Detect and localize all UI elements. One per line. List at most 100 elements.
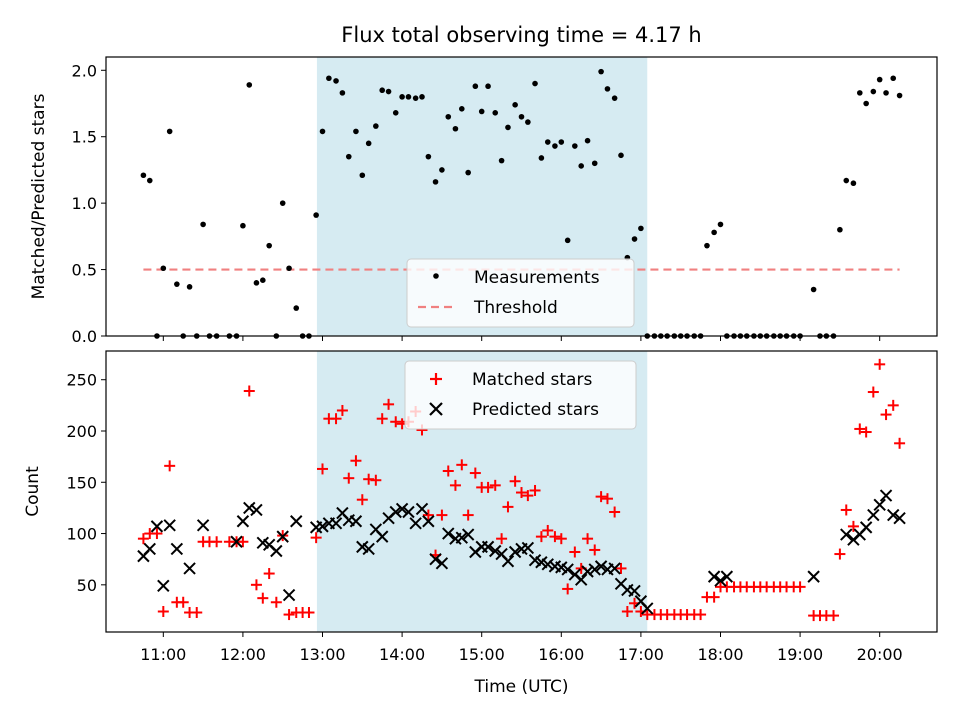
ylabel-ratio: Matched/Predicted stars bbox=[29, 93, 49, 299]
predicted-star-point bbox=[481, 540, 495, 554]
measurement-point bbox=[392, 110, 399, 116]
measurement-point bbox=[876, 76, 883, 83]
matched-star-point bbox=[283, 609, 295, 621]
measurement-point bbox=[279, 200, 286, 206]
matched-star-point bbox=[794, 581, 806, 593]
measurement-point bbox=[711, 229, 717, 236]
measurement-point bbox=[896, 92, 903, 99]
matched-star-point bbox=[383, 398, 395, 410]
y-tick-label: 250 bbox=[66, 371, 97, 390]
matched-star-point bbox=[257, 592, 269, 604]
measurement-point bbox=[544, 139, 551, 145]
measurement-point bbox=[843, 177, 850, 184]
measurement-point bbox=[564, 237, 571, 244]
measurement-point bbox=[810, 286, 817, 293]
matched-star-point bbox=[595, 491, 607, 503]
matched-star-point bbox=[828, 610, 840, 622]
legend-measurements: Measurements bbox=[474, 268, 600, 288]
measurement-point bbox=[140, 172, 147, 179]
predicted-star-point bbox=[282, 588, 296, 602]
predicted-star-point bbox=[395, 502, 409, 516]
measurement-point bbox=[345, 153, 352, 160]
y-tick-label: 50 bbox=[77, 576, 97, 595]
predicted-star-point bbox=[170, 542, 184, 556]
matched-star-point bbox=[535, 531, 547, 543]
predicted-star-point bbox=[422, 515, 435, 528]
matched-star-point bbox=[376, 413, 388, 425]
measurement-point bbox=[326, 75, 332, 82]
predicted-star-point bbox=[236, 515, 250, 528]
legend-bottom-frame bbox=[404, 360, 637, 430]
predicted-star-point bbox=[628, 584, 641, 598]
matched-star-point bbox=[582, 533, 594, 545]
legend-measurement-marker bbox=[433, 273, 439, 279]
measurement-point bbox=[240, 222, 246, 229]
matched-star-point bbox=[263, 568, 275, 580]
predicted-star-point bbox=[243, 501, 256, 515]
legend-top-frame bbox=[406, 258, 635, 328]
x-tick-label: 13:00 bbox=[299, 645, 345, 664]
measurement-point bbox=[452, 125, 459, 132]
matched-star-point bbox=[496, 533, 508, 545]
predicted-star-point bbox=[442, 527, 455, 540]
matched-star-point bbox=[137, 533, 149, 545]
predicted-star-point bbox=[879, 489, 893, 502]
predicted-star-point bbox=[608, 562, 621, 575]
measurement-point bbox=[432, 179, 439, 185]
matched-star-point bbox=[589, 544, 601, 556]
measurement-point bbox=[319, 128, 326, 135]
ylabel-count: Count bbox=[23, 466, 43, 517]
legend-predicted: Predicted stars bbox=[472, 400, 599, 420]
predicted-star-point bbox=[574, 573, 588, 586]
measurement-point bbox=[373, 123, 379, 129]
predicted-star-point bbox=[316, 520, 329, 533]
predicted-star-point bbox=[196, 519, 210, 532]
matched-star-point bbox=[509, 475, 521, 487]
predicted-star-point bbox=[183, 562, 196, 575]
measurement-point bbox=[459, 106, 465, 112]
measurement-point bbox=[365, 140, 372, 147]
matched-star-point bbox=[469, 467, 481, 479]
predicted-star-point bbox=[389, 505, 402, 519]
measurement-point bbox=[890, 75, 897, 82]
matched-star-point bbox=[542, 524, 554, 536]
x-tick-label: 18:00 bbox=[697, 645, 743, 664]
measurement-point bbox=[611, 95, 618, 101]
panel-count: 50 100 150 200 250 11:00 12:00 13:00 14:00 15:00… bbox=[23, 350, 938, 697]
measurement-point bbox=[584, 137, 591, 144]
matched-star-point bbox=[615, 562, 627, 574]
matched-star-point bbox=[529, 484, 541, 496]
predicted-star-point bbox=[887, 508, 900, 522]
axes-frame-bottom bbox=[105, 350, 938, 633]
matched-star-point bbox=[708, 591, 720, 603]
measurement-point bbox=[558, 139, 565, 145]
predicted-star-point bbox=[594, 560, 608, 573]
measurement-point bbox=[525, 119, 531, 125]
matched-star-point bbox=[310, 532, 322, 544]
predicted-star-point bbox=[707, 570, 721, 583]
predicted-star-point bbox=[163, 519, 176, 532]
matched-star-point bbox=[880, 409, 892, 421]
matched-star-point bbox=[303, 607, 315, 619]
measurement-point bbox=[512, 102, 518, 108]
predicted-star-point bbox=[893, 511, 906, 525]
predicted-star-point bbox=[270, 544, 283, 558]
matched-star-point bbox=[177, 596, 189, 608]
x-tick-label: 17:00 bbox=[618, 645, 664, 664]
predicted-star-point bbox=[561, 563, 574, 576]
matched-star-point bbox=[157, 605, 169, 617]
measurement-point bbox=[618, 152, 624, 159]
predicted-star-point bbox=[521, 541, 535, 555]
predicted-star-point bbox=[489, 544, 502, 558]
predicted-star-point bbox=[143, 542, 156, 556]
matched-star-point bbox=[343, 472, 355, 484]
matched-star-point bbox=[695, 609, 707, 621]
measurement-point bbox=[631, 236, 638, 242]
x-tick-label: 11:00 bbox=[140, 645, 186, 664]
matched-star-point bbox=[482, 481, 494, 493]
measurement-point bbox=[146, 177, 153, 184]
matched-star-point bbox=[549, 531, 561, 543]
legend-top: Measurements Threshold bbox=[406, 258, 635, 328]
predicted-star-point bbox=[867, 508, 880, 522]
measurement-point bbox=[166, 128, 173, 135]
